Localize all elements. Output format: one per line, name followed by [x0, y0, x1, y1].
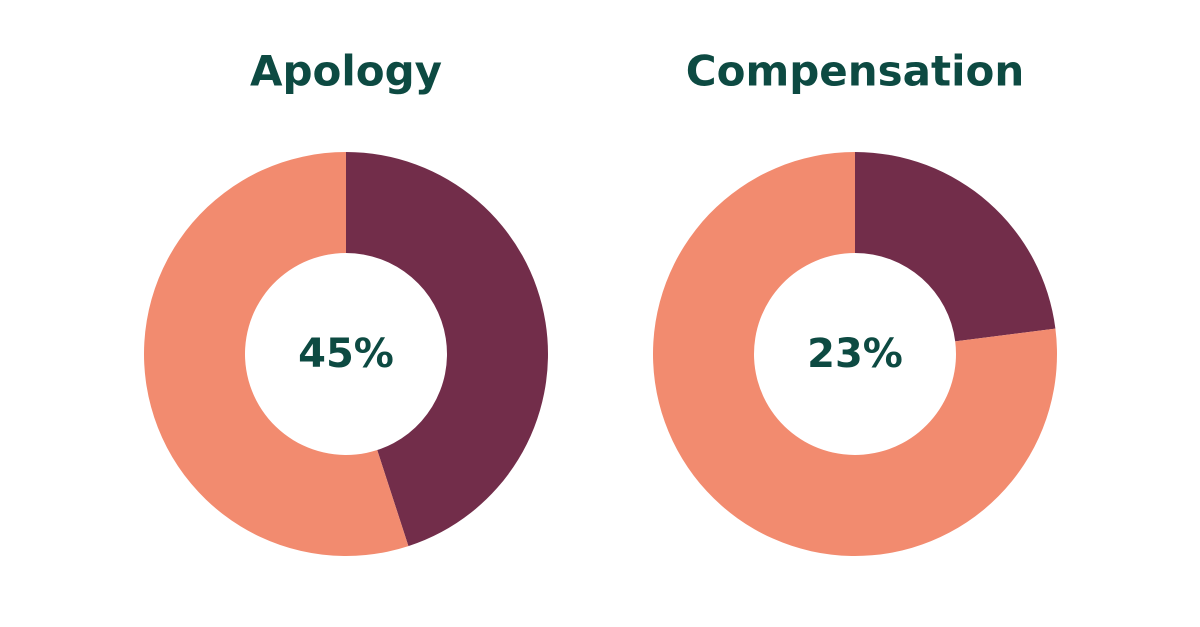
chart-title: Compensation: [686, 47, 1024, 96]
center-label: 45%: [298, 331, 394, 377]
donut-slice: [346, 152, 548, 547]
chart-title: Apology: [250, 47, 442, 96]
donut-slice: [653, 152, 1057, 556]
center-label: 23%: [807, 331, 903, 377]
donut-slice: [855, 152, 1056, 342]
donut-slice: [143, 152, 409, 556]
